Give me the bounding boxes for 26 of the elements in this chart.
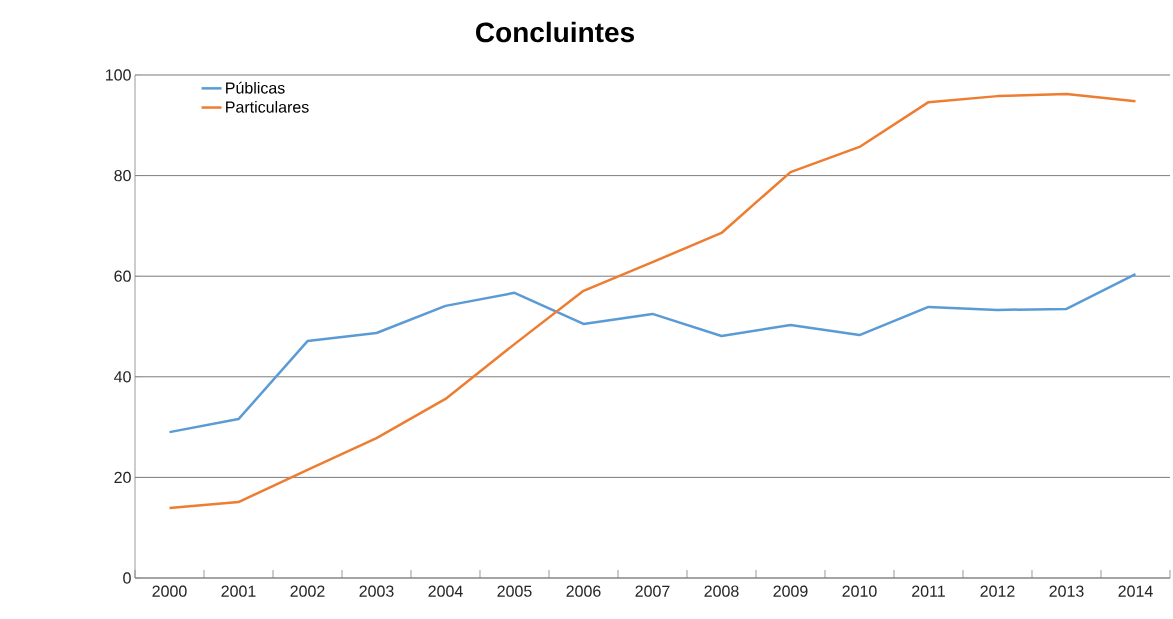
x-tick-label: 2009 xyxy=(773,585,808,597)
y-tick-label: 100 xyxy=(106,69,131,81)
x-tick-label: 2002 xyxy=(290,585,325,597)
x-tick-label: 2005 xyxy=(497,585,532,597)
y-tick-label: 40 xyxy=(114,371,131,383)
legend-label: Particulares xyxy=(226,101,309,113)
line-series xyxy=(168,92,1137,510)
x-tick-label: 2008 xyxy=(704,585,739,597)
x-tick-label: 2010 xyxy=(842,585,877,597)
chart-title: Concluintes xyxy=(476,21,634,43)
y-tick-label: 0 xyxy=(123,572,131,584)
x-tick-label: 2003 xyxy=(359,585,394,597)
x-tick-label: 2014 xyxy=(1118,585,1153,597)
y-tick-label: 20 xyxy=(114,471,131,484)
y-tick-label: 60 xyxy=(114,270,131,282)
x-tick-label: 2001 xyxy=(221,585,256,597)
x-tick-label: 2007 xyxy=(635,585,670,597)
x-tick-label: 2000 xyxy=(152,585,187,597)
legend-label: Públicas xyxy=(226,81,285,94)
x-tick-label: 2012 xyxy=(980,585,1015,597)
x-tick-label: 2011 xyxy=(912,585,945,597)
x-tick-label: 2006 xyxy=(566,585,601,597)
y-tick-label: 80 xyxy=(114,169,131,182)
x-tick-label: 2004 xyxy=(428,585,463,597)
x-tick-label: 2013 xyxy=(1049,585,1084,597)
line-series xyxy=(168,272,1137,434)
